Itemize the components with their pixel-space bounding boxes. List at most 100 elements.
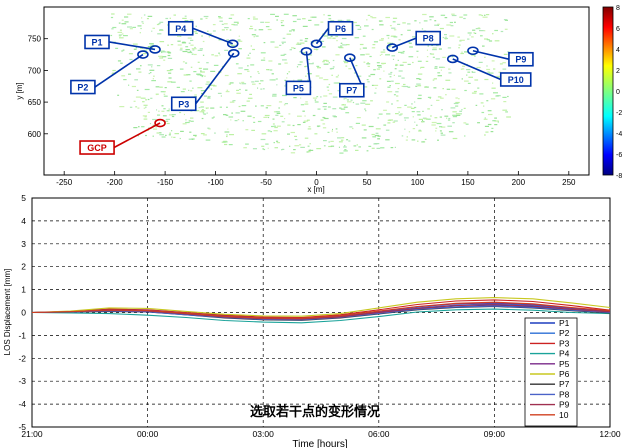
cloud-pixel xyxy=(112,26,117,29)
cloud-pixel xyxy=(272,123,275,125)
cloud-pixel xyxy=(377,65,382,67)
cloud-pixel xyxy=(375,87,377,89)
map-x-tick-label: -200 xyxy=(107,178,124,187)
cloud-pixel xyxy=(488,40,493,42)
cloud-pixel xyxy=(260,52,266,54)
cloud-pixel xyxy=(182,61,185,63)
cloud-pixel xyxy=(377,117,380,119)
map-x-tick-label: 200 xyxy=(512,178,526,187)
cloud-pixel xyxy=(184,20,189,22)
point-marker[interactable] xyxy=(467,46,479,56)
cloud-pixel xyxy=(300,97,302,99)
cloud-pixel xyxy=(263,148,266,151)
cloud-pixel xyxy=(300,146,305,148)
cloud-pixel xyxy=(381,38,384,40)
cloud-pixel xyxy=(449,21,453,24)
cloud-pixel xyxy=(333,82,336,84)
cloud-pixel xyxy=(399,64,404,66)
legend-label: P9 xyxy=(559,400,570,410)
cloud-pixel xyxy=(117,94,120,96)
cloud-pixel xyxy=(112,69,116,72)
point-callout-line xyxy=(452,58,502,81)
cloud-pixel xyxy=(129,58,133,61)
cloud-pixel xyxy=(190,66,193,68)
point-marker[interactable] xyxy=(226,39,239,49)
cloud-pixel xyxy=(341,44,347,46)
cloud-pixel xyxy=(299,61,303,63)
cloud-pixel xyxy=(427,96,432,98)
cloud-pixel xyxy=(273,130,278,132)
deformation-map: -250 -200 -150 -100 -50 0 50 100 150 200 250 600 650… xyxy=(15,6,590,194)
cloud-pixel xyxy=(198,107,201,109)
cloud-pixel xyxy=(257,71,259,73)
legend-label: P7 xyxy=(559,379,570,389)
legend-label: P3 xyxy=(559,338,570,348)
cloud-pixel xyxy=(183,74,189,76)
cloud-pixel xyxy=(132,43,138,45)
cloud-pixel xyxy=(159,134,164,136)
cloud-pixel xyxy=(411,139,416,141)
cloud-pixel xyxy=(452,122,455,124)
point-marker[interactable] xyxy=(310,39,323,49)
cloud-pixel xyxy=(359,26,362,28)
cloud-pixel xyxy=(481,111,485,114)
cloud-pixel xyxy=(260,80,264,82)
point-marker[interactable] xyxy=(386,43,398,52)
map-x-tick-label: -100 xyxy=(208,178,225,187)
point-marker[interactable] xyxy=(300,47,313,56)
cloud-pixel xyxy=(474,79,479,81)
cloud-pixel xyxy=(386,34,390,37)
map-ticks: -250 -200 -150 -100 -50 0 50 100 150 200 250 600 650… xyxy=(28,35,576,187)
point-marker[interactable] xyxy=(344,53,356,63)
cloud-pixel xyxy=(171,114,176,116)
gcp-marker[interactable] xyxy=(154,118,166,128)
cloud-pixel xyxy=(150,72,152,74)
cloud-pixel xyxy=(276,140,279,142)
cloud-pixel xyxy=(305,65,308,67)
point-marker[interactable] xyxy=(446,54,459,64)
cloud-pixel xyxy=(467,32,472,34)
cloud-pixel xyxy=(314,24,320,26)
cloud-pixel xyxy=(486,14,490,16)
cloud-pixel xyxy=(141,17,143,19)
cloud-pixel xyxy=(197,87,203,89)
cloud-pixel xyxy=(203,134,207,136)
map-x-tick-label: -150 xyxy=(157,178,174,187)
cloud-pixel xyxy=(308,63,314,65)
cloud-pixel xyxy=(434,117,438,119)
point-marker[interactable] xyxy=(149,45,161,54)
cloud-pixel xyxy=(487,110,492,112)
cloud-pixel xyxy=(205,139,211,141)
cloud-pixel xyxy=(270,131,272,133)
cloud-pixel xyxy=(468,76,473,78)
cloud-pixel xyxy=(192,31,197,33)
cloud-pixel xyxy=(237,73,242,75)
cloud-pixel xyxy=(297,115,302,117)
cloud-pixel xyxy=(245,129,249,131)
cloud-pixel xyxy=(191,53,194,55)
cloud-pixel xyxy=(193,134,197,136)
point-marker[interactable] xyxy=(137,50,149,59)
cloud-pixel xyxy=(132,26,136,28)
cloud-pixel xyxy=(203,113,207,115)
cloud-pixel xyxy=(206,62,209,64)
cloud-pixel xyxy=(402,50,405,53)
cloud-pixel xyxy=(448,68,451,70)
cloud-pixel xyxy=(238,48,242,50)
cloud-pixel xyxy=(252,48,255,51)
cloud-pixel xyxy=(439,66,444,68)
point-label: P8 xyxy=(423,34,434,44)
cloud-pixel xyxy=(249,52,251,54)
cloud-pixel xyxy=(330,35,333,37)
cloud-pixel xyxy=(355,103,360,105)
cloud-pixel xyxy=(482,16,488,18)
colorbar-tick-label: -8 xyxy=(616,173,622,180)
cloud-pixel xyxy=(494,29,498,32)
cloud-pixel xyxy=(385,54,390,56)
cloud-pixel xyxy=(418,94,422,96)
point-marker[interactable] xyxy=(227,48,240,58)
cloud-pixel xyxy=(249,93,252,95)
cloud-pixel xyxy=(123,35,128,37)
cloud-pixel xyxy=(314,133,318,135)
cloud-pixel xyxy=(300,79,303,81)
